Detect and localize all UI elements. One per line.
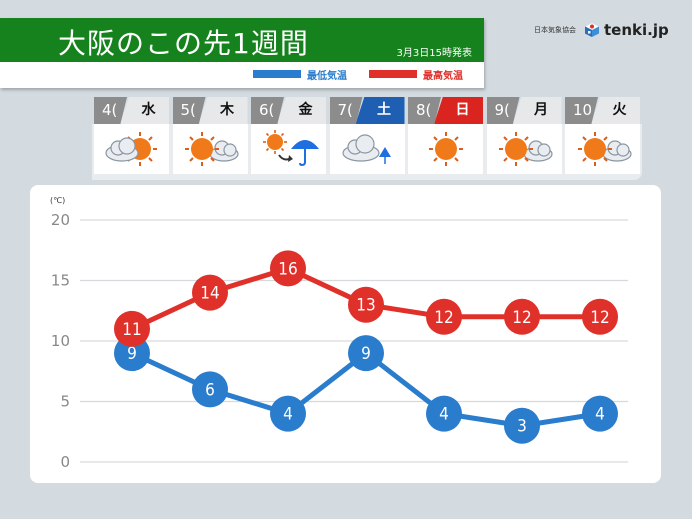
issued-time: 3月3日15時発表 bbox=[396, 48, 472, 59]
day-weekday-sunday: 日 bbox=[434, 97, 483, 124]
day-header: 9( 月 bbox=[486, 97, 562, 124]
day-weekday: 月 bbox=[512, 97, 562, 124]
day-weekday: 水 bbox=[120, 97, 169, 124]
day-number: 5( bbox=[172, 97, 206, 124]
high-temp-point: 12 bbox=[582, 298, 618, 335]
svg-text:3: 3 bbox=[517, 417, 527, 437]
day-weekday-saturday: 土 bbox=[355, 97, 405, 124]
legend-high-swatch bbox=[369, 70, 417, 78]
svg-text:12: 12 bbox=[512, 308, 531, 328]
day-header: 8( 日 bbox=[408, 97, 483, 124]
low-temp-point: 9 bbox=[348, 335, 384, 372]
svg-text:12: 12 bbox=[434, 308, 453, 328]
day-weekday: 火 bbox=[591, 97, 640, 124]
day-strip: 4( 水 bbox=[92, 97, 642, 177]
chart-points: 9 6 4 9 4 3 4 11 14 16 13 12 12 12 bbox=[114, 250, 618, 444]
day-column: 8( 日 bbox=[406, 97, 485, 177]
y-tick-label: 10 bbox=[51, 332, 70, 350]
legend-high-label: 最高気温 bbox=[423, 70, 463, 82]
legend-low: 最低気温 bbox=[253, 67, 347, 82]
temperature-chart: (℃) 0 5 10 15 20 9 6 4 9 4 3 4 11 14 16 13 12 12 12 bbox=[30, 185, 661, 483]
day-column: 10 火 bbox=[563, 97, 642, 177]
low-temp-point: 4 bbox=[426, 395, 462, 432]
low-temp-point: 3 bbox=[504, 407, 540, 444]
high-temp-point: 11 bbox=[114, 310, 150, 347]
day-header: 5( 木 bbox=[172, 97, 248, 124]
brand-org: 日本気象協会 bbox=[534, 26, 576, 34]
day-header: 7( 土 bbox=[329, 97, 405, 124]
low-temp-point: 4 bbox=[582, 395, 618, 432]
tenki-logo-icon bbox=[585, 23, 599, 37]
svg-text:11: 11 bbox=[122, 320, 141, 340]
weather-sunny-then-cloudy-icon bbox=[172, 124, 248, 174]
legend-low-label: 最低気温 bbox=[307, 70, 347, 82]
brand-name: tenki.jp bbox=[604, 21, 669, 39]
high-temp-point: 14 bbox=[192, 274, 228, 311]
svg-text:4: 4 bbox=[595, 405, 605, 425]
day-column: 4( 水 bbox=[92, 97, 171, 177]
low-temp-point: 6 bbox=[192, 371, 228, 408]
y-tick-label: 5 bbox=[60, 393, 70, 411]
weather-sunny-then-cloudy-icon bbox=[565, 124, 640, 174]
svg-text:9: 9 bbox=[127, 344, 137, 364]
weather-sunny-then-cloudy-icon bbox=[486, 124, 562, 174]
brand: 日本気象協会 tenki.jp bbox=[534, 21, 669, 39]
low-temp-point: 4 bbox=[270, 395, 306, 432]
day-column: 6( 金 bbox=[249, 97, 328, 177]
weather-cloudy-then-sunny-icon bbox=[94, 124, 169, 174]
day-weekday: 木 bbox=[198, 97, 248, 124]
high-temp-point: 12 bbox=[504, 298, 540, 335]
weather-sunny-then-rain-icon bbox=[251, 124, 326, 174]
day-header: 4( 水 bbox=[94, 97, 169, 124]
day-weekday: 金 bbox=[277, 97, 326, 124]
header-card: 大阪のこの先1週間 3月3日15時発表 最低気温 最高気温 bbox=[0, 18, 484, 88]
y-tick-label: 20 bbox=[51, 211, 70, 229]
svg-text:6: 6 bbox=[205, 380, 215, 400]
y-axis-unit: (℃) bbox=[50, 196, 65, 205]
svg-text:9: 9 bbox=[361, 344, 371, 364]
high-temp-point: 12 bbox=[426, 298, 462, 335]
y-tick-label: 0 bbox=[60, 453, 70, 471]
svg-text:13: 13 bbox=[356, 296, 375, 316]
legend-high: 最高気温 bbox=[369, 67, 463, 82]
svg-text:4: 4 bbox=[283, 405, 293, 425]
day-header: 6( 金 bbox=[251, 97, 326, 124]
page-title: 大阪のこの先1週間 bbox=[58, 27, 309, 60]
svg-text:16: 16 bbox=[278, 259, 297, 279]
svg-text:14: 14 bbox=[200, 284, 219, 304]
day-column: 9( 月 bbox=[485, 97, 564, 177]
header-banner: 大阪のこの先1週間 3月3日15時発表 bbox=[0, 18, 484, 62]
chart-plot: (℃) 0 5 10 15 20 9 6 4 9 4 3 4 11 14 16 13 12 12 12 bbox=[50, 196, 628, 471]
weather-sunny-icon bbox=[408, 124, 483, 174]
weather-cloudy-occasional-rain-icon bbox=[329, 124, 405, 174]
day-column: 7( 土 bbox=[328, 97, 407, 177]
day-header: 10 火 bbox=[565, 97, 640, 124]
high-temp-point: 13 bbox=[348, 286, 384, 323]
day-column: 5( 木 bbox=[171, 97, 250, 177]
svg-text:12: 12 bbox=[590, 308, 609, 328]
y-tick-label: 15 bbox=[51, 272, 70, 290]
svg-text:4: 4 bbox=[439, 405, 449, 425]
high-temp-point: 16 bbox=[270, 250, 306, 287]
legend-low-swatch bbox=[253, 70, 301, 78]
